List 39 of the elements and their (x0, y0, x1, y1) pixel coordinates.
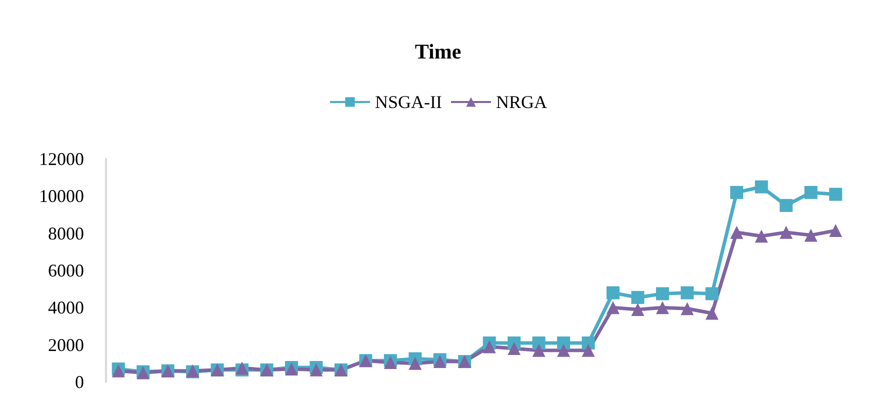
point (631, 290, 644, 304)
y-tick-label: 2000 (48, 334, 84, 355)
point (804, 186, 818, 199)
point (557, 336, 570, 350)
y-tick-label: 10000 (39, 186, 84, 206)
point (804, 228, 818, 242)
point (705, 287, 718, 300)
point (656, 287, 669, 300)
y-tick-label: 0 (75, 372, 84, 392)
point (532, 344, 546, 357)
point (606, 301, 620, 314)
point (482, 340, 496, 354)
point (680, 302, 694, 316)
chart-title: Time (414, 40, 462, 64)
point (730, 186, 744, 199)
point (631, 303, 644, 316)
point (705, 306, 718, 320)
y-tick-label: 4000 (48, 298, 84, 318)
point (582, 336, 595, 350)
point (557, 344, 570, 357)
point (656, 301, 669, 314)
point (780, 198, 793, 212)
legend-label: NSGA-II (375, 92, 442, 112)
point (582, 344, 595, 357)
point (730, 226, 744, 239)
point (532, 336, 546, 350)
y-tick-label: 12000 (39, 149, 84, 169)
point (780, 226, 793, 239)
point (508, 342, 521, 356)
y-tick-label: 6000 (48, 260, 84, 280)
point (829, 188, 842, 201)
point (754, 180, 768, 194)
point (606, 286, 620, 300)
legend-label: NRGA (496, 92, 548, 112)
y-tick-label: 8000 (48, 223, 84, 244)
point (754, 230, 768, 243)
point (829, 224, 842, 238)
point (408, 356, 422, 370)
point (680, 286, 694, 300)
